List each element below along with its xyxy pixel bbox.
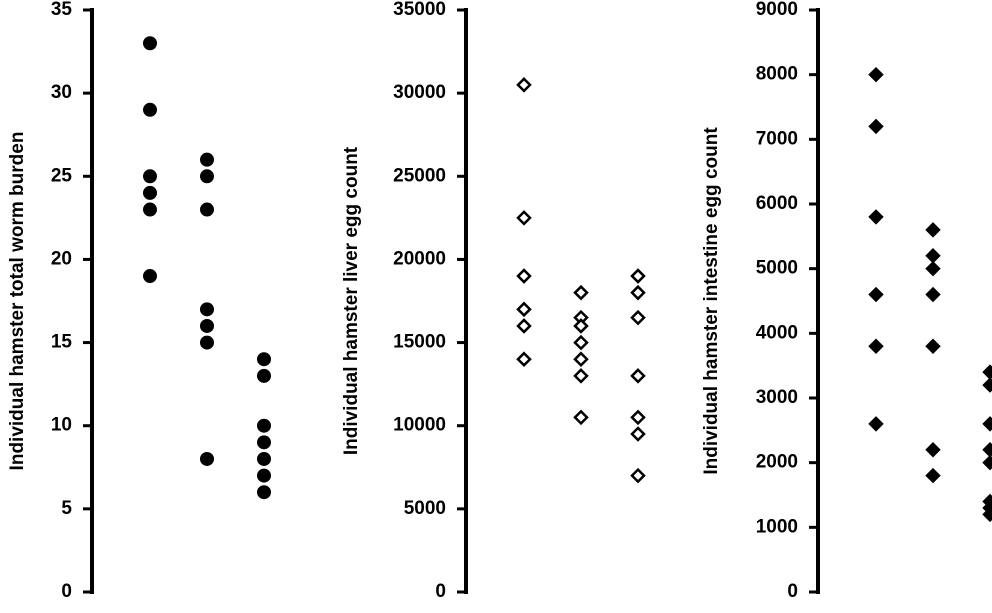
y-tick-label: 30 — [51, 82, 72, 103]
y-tick-label: 1000 — [756, 516, 798, 537]
point — [143, 269, 157, 284]
point — [257, 352, 271, 367]
point — [868, 286, 884, 303]
point — [257, 418, 271, 433]
y-tick-label: 20000 — [393, 248, 446, 269]
point — [200, 152, 214, 167]
y-tick-label: 10 — [51, 415, 72, 436]
point — [200, 335, 214, 350]
point — [630, 309, 646, 326]
point — [200, 169, 214, 184]
y-tick-label: 30000 — [393, 82, 446, 103]
point — [630, 268, 646, 284]
point — [630, 426, 646, 442]
point — [516, 210, 532, 226]
y-axis-label: Individual hamster intestine egg count — [701, 127, 722, 475]
point — [868, 209, 884, 225]
point — [868, 338, 884, 354]
point — [257, 451, 271, 466]
point — [200, 202, 214, 217]
y-tick-label: 35 — [51, 0, 73, 20]
point — [257, 468, 271, 483]
y-tick-label: 0 — [787, 581, 798, 602]
point — [925, 338, 941, 354]
y-tick-label: 35000 — [393, 0, 446, 20]
point — [925, 248, 941, 264]
point — [630, 467, 646, 484]
point — [630, 409, 646, 426]
y-tick-label: 2000 — [756, 452, 798, 473]
point — [573, 351, 589, 367]
y-tick-label: 6000 — [756, 193, 798, 214]
point — [516, 77, 532, 93]
point — [516, 301, 532, 318]
point — [868, 66, 884, 83]
point — [982, 454, 992, 471]
point — [516, 268, 532, 284]
y-tick-label: 0 — [61, 581, 72, 602]
point — [925, 260, 941, 277]
y-tick-label: 5000 — [756, 258, 798, 279]
point — [257, 435, 271, 450]
point — [573, 334, 589, 351]
point — [143, 185, 157, 200]
y-tick-label: 15000 — [393, 332, 446, 353]
point — [143, 169, 157, 184]
y-tick-label: 10000 — [393, 415, 446, 436]
point — [143, 202, 157, 217]
y-tick-label: 8000 — [756, 64, 798, 85]
point — [573, 409, 589, 426]
y-tick-label: 7000 — [756, 128, 798, 149]
y-tick-label: 0 — [435, 581, 446, 602]
point — [982, 364, 992, 380]
point — [257, 485, 271, 500]
point — [868, 118, 884, 135]
y-tick-label: 9000 — [756, 0, 798, 20]
point — [868, 416, 884, 432]
point — [925, 442, 941, 458]
y-tick-label: 5 — [61, 498, 72, 519]
y-tick-label: 20 — [51, 248, 72, 269]
point — [200, 302, 214, 317]
point — [630, 368, 646, 384]
point — [257, 368, 271, 383]
y-tick-label: 15 — [51, 332, 73, 353]
point — [925, 286, 941, 303]
y-axis-label: Individual hamster liver egg count — [341, 146, 362, 455]
point — [630, 284, 646, 301]
point — [982, 506, 992, 523]
point — [143, 102, 157, 117]
point — [573, 284, 589, 301]
y-tick-label: 5000 — [404, 498, 446, 519]
point — [200, 318, 214, 333]
point — [200, 451, 214, 466]
y-tick-label: 3000 — [756, 387, 798, 408]
point — [982, 442, 992, 458]
point — [516, 351, 532, 367]
point — [516, 318, 532, 334]
y-axis-label: Individual hamster total worm burden — [7, 132, 28, 471]
y-tick-label: 25 — [51, 165, 73, 186]
point — [982, 416, 992, 432]
y-tick-label: 4000 — [756, 322, 798, 343]
point — [573, 368, 589, 384]
point — [982, 377, 992, 393]
y-tick-label: 25000 — [393, 165, 446, 186]
point — [925, 222, 941, 238]
point — [143, 36, 157, 51]
point — [573, 318, 589, 334]
point — [925, 467, 941, 484]
